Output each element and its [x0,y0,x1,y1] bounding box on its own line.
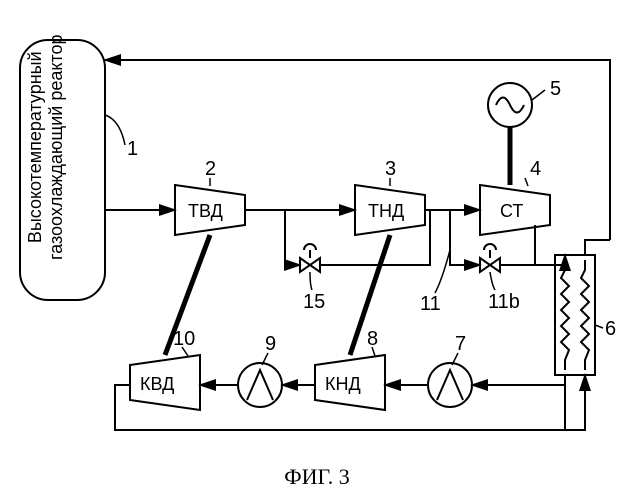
tvd-id: 2 [205,158,216,180]
cooler-9-id: 9 [265,333,276,355]
reactor-label: Высокотемпературный газоохлаждающий реак… [25,34,67,260]
valve-11b-id: 11b [488,291,520,313]
reactor-id: 1 [127,138,138,160]
st-id: 4 [530,158,541,180]
kvd-id: 10 [173,328,195,350]
diagram-container: 1 ТВД 2 ТНД 3 СТ 4 5 [10,10,624,490]
valve-11b-body [480,258,500,272]
hx-id: 6 [605,318,616,340]
knd-label: КНД [325,374,361,394]
figure-caption: ФИГ. 3 [284,464,350,490]
label-11: 11 [420,293,441,315]
tvd-label: ТВД [188,201,223,221]
knd-id: 8 [367,328,378,350]
pipe-feedback-top [105,60,610,240]
cooler-7-id: 7 [455,333,466,355]
reactor-label-line1: Высокотемпературный [25,51,45,243]
generator-id: 5 [550,78,561,100]
tnd-label: ТНД [368,201,404,221]
heatexchanger-body [555,255,595,375]
pipe-st-hx [535,225,565,265]
reactor-label-line2: газоохлаждающий реактор [46,34,66,260]
tnd-id: 3 [385,158,396,180]
kvd-label: КВД [140,374,174,394]
pipe-bypass-15 [285,210,300,265]
valve-15-id: 15 [303,291,325,313]
st-label: СТ [500,201,523,221]
valve-15-body [300,258,320,272]
schematic-svg: 1 ТВД 2 ТНД 3 СТ 4 5 [10,10,624,470]
